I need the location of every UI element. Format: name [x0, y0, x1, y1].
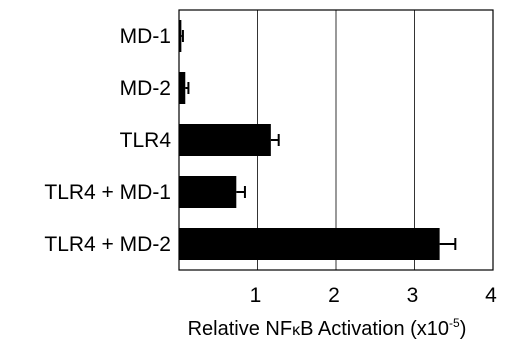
category-label-4: TLR4 + MD-2 [44, 233, 171, 256]
bar-1 [179, 72, 186, 104]
bar-3 [179, 176, 237, 208]
x-axis-title-prefix: Relative NF [188, 318, 292, 340]
x-axis-title-suffix: B Activation (x10 [300, 318, 449, 340]
bars-group [179, 20, 457, 260]
x-tick-label-2: 2 [328, 284, 340, 307]
x-tick-label-1: 1 [250, 284, 262, 307]
category-label-0: MD-1 [120, 25, 171, 48]
category-label-1: MD-2 [120, 77, 171, 100]
category-label-3: TLR4 + MD-1 [44, 181, 171, 204]
bar-4 [179, 228, 440, 260]
x-axis-title-close: ) [460, 318, 467, 340]
x-tick-label-3: 3 [407, 284, 419, 307]
bar-2 [179, 124, 271, 156]
category-labels: MD-1 MD-2 TLR4 TLR4 + MD-1 TLR4 + MD-2 [44, 25, 171, 256]
x-axis-title: Relative NFκB Activation (x10-5) [188, 316, 467, 340]
x-tick-labels: 1 2 3 4 [250, 284, 498, 307]
bar-0 [179, 20, 182, 52]
category-label-2: TLR4 [120, 129, 172, 152]
x-axis-title-kappa: κ [292, 322, 301, 339]
x-axis-title-exponent: -5 [449, 316, 460, 330]
x-tick-label-4: 4 [485, 284, 497, 307]
